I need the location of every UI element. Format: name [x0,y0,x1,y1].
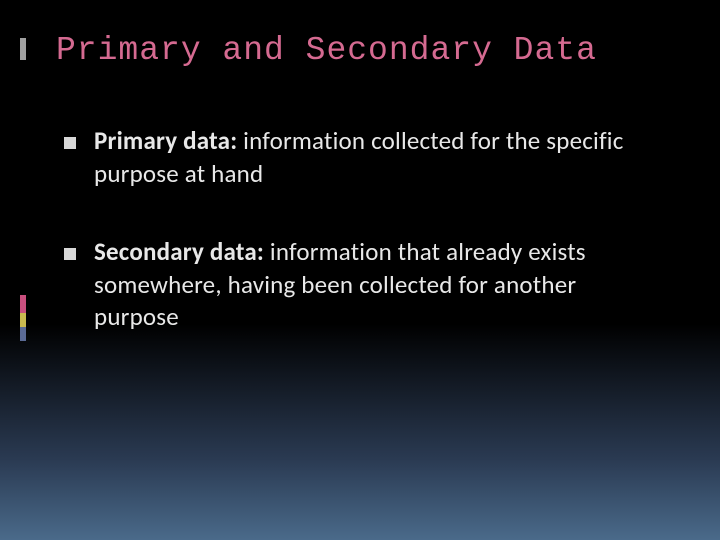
bullet-square-icon [64,137,76,149]
slide-title: Primary and Secondary Data [56,32,597,69]
bullet-square-icon [64,248,76,260]
accent-bar-group [20,0,30,540]
bullet-text: Secondary data: information that already… [94,236,644,334]
bullet-item: Secondary data: information that already… [64,236,644,334]
term: Secondary data: [94,236,264,267]
accent-bar [20,327,26,341]
accent-bar [20,38,26,60]
slide-body: Primary data: information collected for … [64,125,644,380]
accent-bar [20,313,26,327]
bullet-text: Primary data: information collected for … [94,125,644,190]
term: Primary data: [94,125,237,156]
slide: Primary and Secondary Data Primary data:… [0,0,720,540]
accent-bar [20,295,26,313]
bullet-item: Primary data: information collected for … [64,125,644,190]
